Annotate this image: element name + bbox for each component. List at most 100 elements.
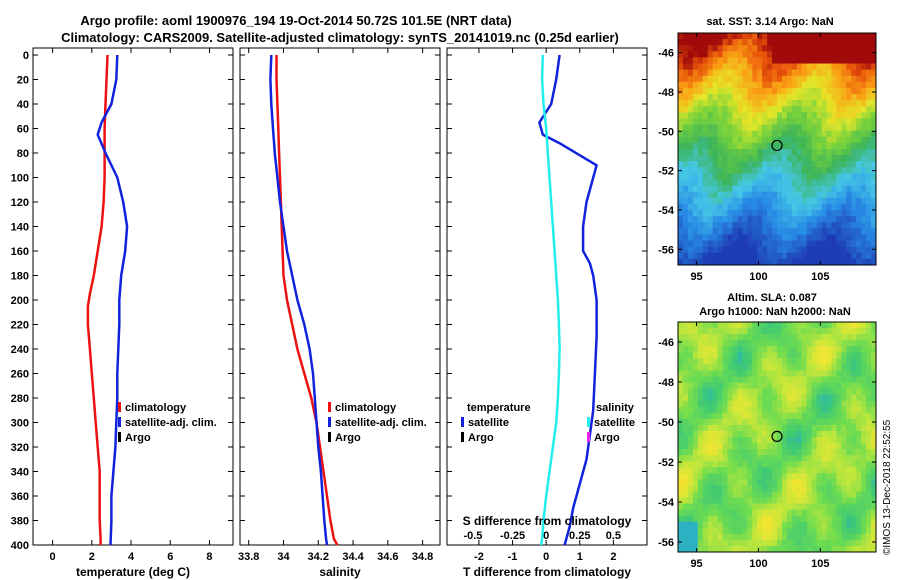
map-cell <box>702 167 709 174</box>
map-cell <box>682 57 689 64</box>
map-cell <box>757 394 763 402</box>
map-cell <box>752 443 758 450</box>
map-cell <box>821 461 827 468</box>
map-cell <box>732 94 738 101</box>
map-cell <box>682 515 689 523</box>
map-cell <box>811 33 817 40</box>
map-cell <box>712 376 718 383</box>
map-cell <box>866 216 872 223</box>
map-cell <box>712 149 718 156</box>
map-cell <box>806 406 813 414</box>
map-cell <box>772 467 778 474</box>
map-cell <box>772 370 778 377</box>
map-cell <box>772 161 778 168</box>
map-cell <box>772 485 778 492</box>
map-cell <box>687 155 694 162</box>
map-cell <box>712 334 718 341</box>
map-cell <box>811 437 817 444</box>
map-cell <box>712 57 718 64</box>
map-cell <box>732 167 738 174</box>
map-cell <box>861 322 867 329</box>
map-cell <box>742 424 748 432</box>
map-cell <box>777 167 783 174</box>
map-cell <box>841 430 847 438</box>
map-cell <box>767 334 773 341</box>
map-cell <box>821 334 827 341</box>
map-cell <box>836 39 842 46</box>
map-cell <box>851 33 857 40</box>
map-cell <box>781 358 788 365</box>
map-cell <box>866 210 872 217</box>
map-cell <box>727 527 733 535</box>
map-cell <box>846 503 852 511</box>
map-cell <box>687 394 694 402</box>
map-cell <box>801 33 808 40</box>
map-cell <box>821 142 827 150</box>
map-cell <box>856 191 862 199</box>
map-cell <box>762 467 768 474</box>
map-cell <box>791 191 798 199</box>
map-cell <box>826 406 832 414</box>
map-cell <box>707 533 714 541</box>
map-cell <box>737 358 743 365</box>
map-cell <box>836 222 842 229</box>
map-cell <box>831 340 837 347</box>
map-cell <box>806 75 813 83</box>
map-cell <box>697 521 704 529</box>
map-cell <box>737 509 743 517</box>
map-cell <box>717 394 723 402</box>
map-cell <box>831 406 837 414</box>
map-cell <box>762 509 768 517</box>
map-cell <box>727 443 733 450</box>
map-cell <box>692 400 699 408</box>
map-y-tick-label: -52 <box>658 166 674 178</box>
map-cell <box>806 142 813 150</box>
map-cell <box>692 252 699 260</box>
map-cell <box>851 100 857 107</box>
map-cell <box>712 388 718 396</box>
map-cell <box>727 185 733 193</box>
map-cell <box>767 136 773 144</box>
map-cell <box>856 136 862 144</box>
map-cell <box>821 228 827 235</box>
map-cell <box>831 509 837 517</box>
map-cell <box>781 400 788 408</box>
map-cell <box>811 203 817 211</box>
map-cell <box>742 328 748 335</box>
map-cell <box>821 424 827 432</box>
map-cell <box>777 328 783 335</box>
map-cell <box>836 352 842 359</box>
map-cell <box>737 142 743 150</box>
map-cell <box>826 203 832 211</box>
map-cell <box>841 240 847 248</box>
map-cell <box>791 124 798 132</box>
map-cell <box>796 106 803 113</box>
map-cell <box>826 100 832 107</box>
map-cell <box>697 173 704 180</box>
map-cell <box>836 515 842 523</box>
map-cell <box>836 509 842 517</box>
map-cell <box>712 100 718 107</box>
map-cell <box>747 258 753 266</box>
map-cell <box>851 358 857 365</box>
map-cell <box>786 203 793 211</box>
map-cell <box>742 527 748 535</box>
map-cell <box>821 222 827 229</box>
map-cell <box>836 394 842 402</box>
map-cell <box>762 69 768 77</box>
map-cell <box>866 388 872 396</box>
map-cell <box>702 449 709 456</box>
map-cell <box>856 155 862 162</box>
map-cell <box>682 455 689 462</box>
map-cell <box>692 515 699 523</box>
map-cell <box>871 75 877 83</box>
map-cell <box>866 228 872 235</box>
map-cell <box>851 185 857 193</box>
map-cell <box>757 106 763 113</box>
map-cell <box>846 112 852 119</box>
map-cell <box>791 45 798 52</box>
map-cell <box>831 443 837 450</box>
map-cell <box>767 39 773 46</box>
map-cell <box>742 57 748 64</box>
map-cell <box>727 136 733 144</box>
